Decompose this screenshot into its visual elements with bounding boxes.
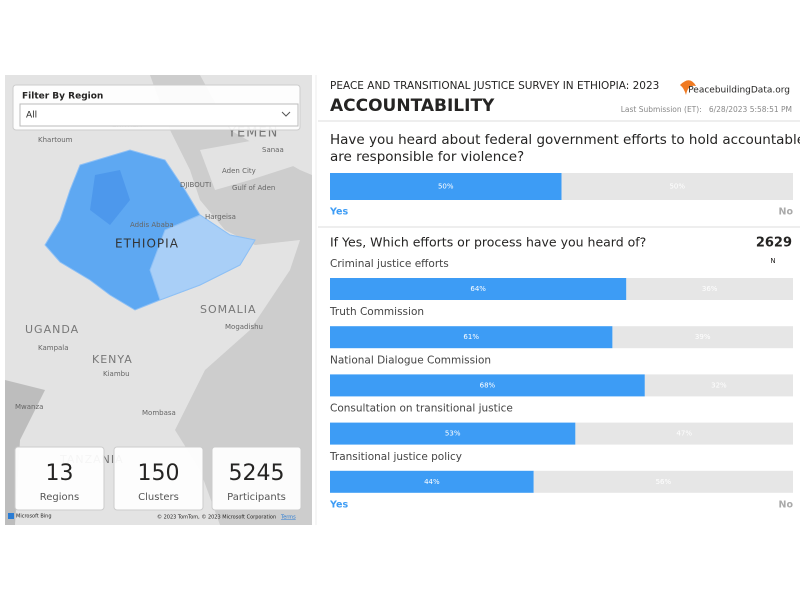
map: Khartoum YEMEN Aden City Gulf of Aden DJ… [5, 75, 312, 525]
map-label: Mogadishu [225, 323, 263, 331]
page-title: ACCOUNTABILITY [330, 96, 495, 116]
bar-label: 64% [470, 285, 486, 293]
item-label: Truth Commission [329, 306, 424, 318]
bar-yes [330, 470, 534, 493]
stats: 13 Regions 150 Clusters 5245 Participants [14, 446, 302, 511]
map-label: UGANDA [25, 323, 79, 336]
map-label: Khartoum [38, 136, 73, 144]
bar-no [644, 374, 793, 397]
bar-yes [330, 278, 627, 300]
stat-card [211, 446, 302, 511]
map-label: Mombasa [142, 409, 176, 417]
stat-label: Regions [40, 492, 79, 503]
bar-label: 44% [424, 478, 440, 486]
chevron [281, 111, 291, 117]
map-label: Sanaa [262, 146, 284, 154]
sea [150, 75, 312, 525]
question-text: are responsible for violence? [330, 149, 524, 165]
bar-label: 47% [676, 430, 692, 438]
map-label: Hargeisa [205, 213, 236, 221]
map-provider: Microsoft Bing [16, 514, 52, 520]
somali-region [149, 214, 256, 301]
item-label: National Dialogue Commission [330, 354, 491, 366]
bar-label: 36% [702, 285, 718, 293]
question-text: If Yes, Which efforts or process have yo… [330, 235, 646, 250]
legend-no: No [779, 207, 794, 218]
filter-label: Filter By Region [22, 92, 103, 102]
bar-label: 32% [711, 381, 727, 389]
bar-yes [330, 326, 613, 349]
map-label: Gulf of Aden [232, 184, 275, 192]
stat-value: 13 [46, 461, 74, 486]
n-value: 2629 [756, 236, 792, 251]
map-label: ETHIOPIA [115, 237, 179, 251]
map-label: Kiambu [103, 370, 130, 378]
amhara-region [90, 170, 130, 225]
stat-card [14, 446, 105, 511]
legend-yes: Yes [329, 500, 348, 511]
n-label: N [770, 257, 775, 265]
bar-label: 56% [656, 478, 672, 486]
stat-label: Participants [227, 492, 286, 503]
bing-logo [8, 513, 14, 519]
map-label: Mwanza [15, 403, 43, 411]
bar-label: 61% [463, 333, 479, 341]
survey-title: PEACE AND TRANSITIONAL JUSTICE SURVEY IN… [330, 80, 659, 92]
filter-value: All [26, 111, 37, 121]
map-label: DJIBOUTI [180, 181, 211, 189]
bar-no [561, 173, 793, 200]
terms-link[interactable]: Terms [280, 515, 296, 521]
logo-icon [680, 80, 696, 95]
bar-no [533, 470, 793, 493]
yemen-land [200, 130, 312, 190]
bar-no [612, 326, 793, 349]
question-text: Have you heard about federal government … [330, 132, 800, 148]
bar-label: 68% [480, 381, 496, 389]
bar-no [575, 422, 793, 445]
stat-label: Clusters [138, 492, 179, 503]
stat-value: 150 [138, 461, 180, 486]
item-label: Consultation on transitional justice [330, 403, 513, 415]
bar-yes [330, 374, 645, 397]
bar-yes [330, 173, 562, 200]
map-label: Addis Ababa [130, 221, 174, 229]
bar-label: 50% [438, 183, 454, 191]
logo-text: PeacebuildingData.org [688, 86, 790, 96]
stat-card [113, 446, 204, 511]
legend-yes: Yes [329, 207, 348, 218]
bar-label: 53% [445, 430, 461, 438]
map-attribution: © 2023 TomTom, © 2023 Microsoft Corporat… [157, 514, 276, 521]
bar-no [626, 278, 793, 300]
item-label: Criminal justice efforts [330, 258, 449, 270]
bar-yes [330, 422, 576, 445]
map-label: SOMALIA [200, 303, 257, 316]
map-label: Kampala [38, 344, 69, 352]
item-label: Transitional justice policy [329, 451, 462, 463]
map-label: Aden City [222, 167, 256, 175]
filter-dropdown[interactable] [19, 103, 299, 127]
last-submission: Last Submission (ET): 6/28/2023 5:58:51 … [621, 105, 792, 114]
bar-label: 50% [669, 183, 685, 191]
stat-value: 5245 [229, 461, 285, 486]
bar-label: 39% [695, 333, 711, 341]
legend-no: No [779, 500, 794, 511]
map-label: KENYA [92, 353, 133, 366]
